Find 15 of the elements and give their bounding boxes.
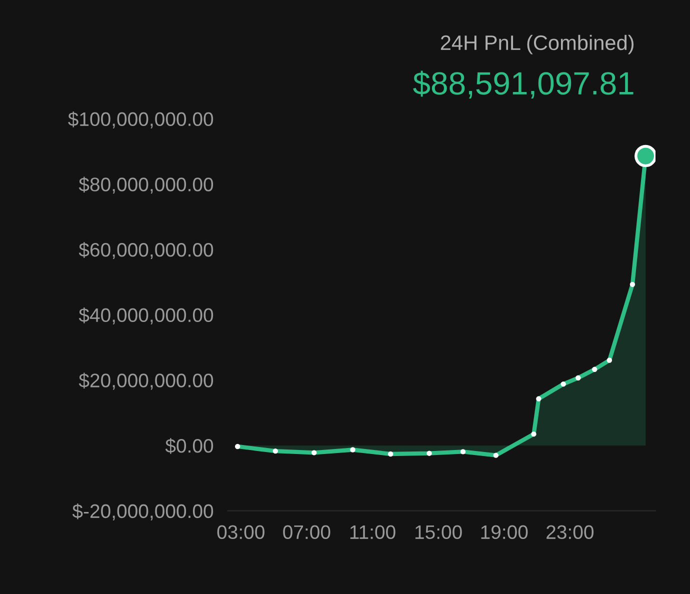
y-tick-label: $20,000,000.00: [78, 372, 214, 390]
x-tick-label: 07:00: [283, 525, 330, 540]
y-tick-label: $80,000,000.00: [78, 176, 214, 194]
y-tick-label: $60,000,000.00: [78, 242, 214, 260]
x-tick-label: 15:00: [415, 525, 462, 540]
y-tick-label: $-20,000,000.00: [72, 503, 214, 520]
x-tick-label: 19:00: [481, 525, 528, 540]
x-tick-label: 03:00: [217, 525, 264, 540]
x-tick-label: 23:00: [546, 525, 594, 540]
chart-subtitle: $88,591,097.81: [413, 70, 634, 98]
chart-title: 24H PnL (Combined): [440, 34, 634, 54]
x-tick-label: 11:00: [350, 525, 396, 540]
y-tick-label: $40,000,000.00: [78, 307, 214, 324]
y-tick-label: $100,000,000.00: [68, 111, 214, 128]
y-tick-label: $0.00: [165, 438, 214, 454]
